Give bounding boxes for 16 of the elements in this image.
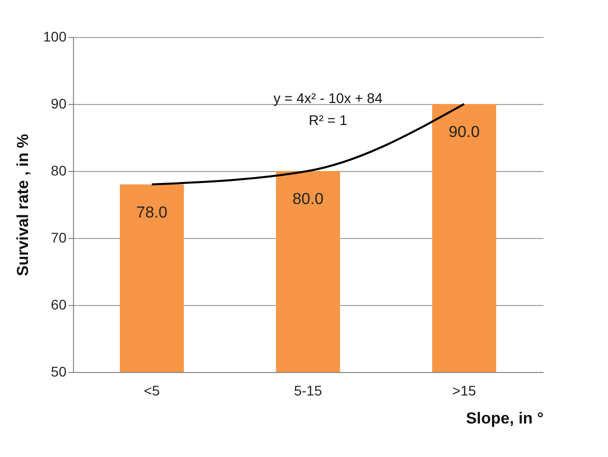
x-tick-label: <5	[144, 382, 160, 398]
annotation: y = 4x² - 10x + 84	[274, 90, 383, 106]
y-axis-title: Survival rate , in %	[15, 134, 32, 276]
y-tick-label: 90	[50, 96, 67, 112]
x-axis-title: Slope, in °	[466, 410, 544, 428]
y-tick-label: 70	[50, 230, 67, 246]
y-tick-label: 100	[43, 28, 67, 44]
y-tick-label: 80	[50, 162, 67, 178]
data-label: 80.0	[292, 191, 324, 208]
y-tick-label: 50	[50, 364, 67, 380]
data-label: 78.0	[136, 204, 168, 222]
annotation: R² = 1	[308, 112, 348, 128]
x-tick-label: 5-15	[294, 382, 322, 398]
x-tick-label: >15	[452, 382, 476, 398]
data-label: 90.0	[448, 124, 480, 141]
y-tick-label: 60	[50, 296, 67, 312]
